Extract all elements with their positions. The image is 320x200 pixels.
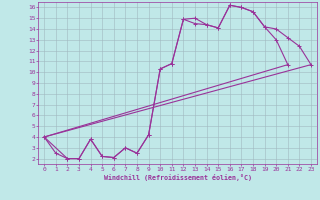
X-axis label: Windchill (Refroidissement éolien,°C): Windchill (Refroidissement éolien,°C) — [104, 174, 252, 181]
